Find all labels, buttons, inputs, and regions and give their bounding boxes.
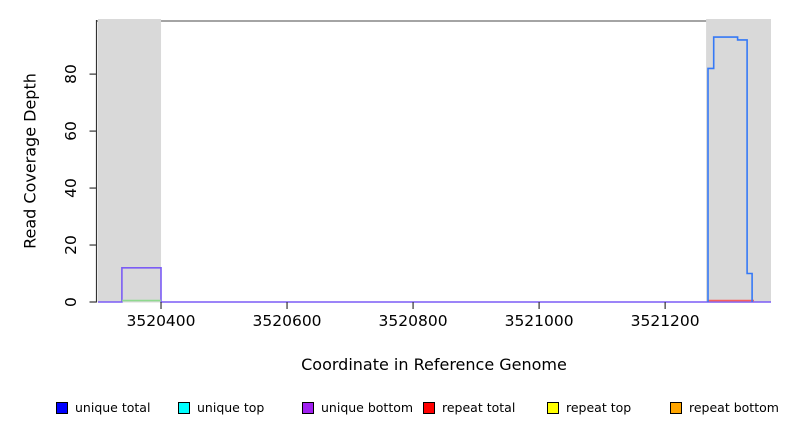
x-tick-label: 3520400 (126, 312, 196, 330)
legend-swatch-unique-total (56, 402, 68, 414)
legend-swatch-repeat-total (423, 402, 435, 414)
y-tick-label: 20 (62, 235, 80, 255)
highlight-region-1 (98, 19, 162, 303)
x-axis-title: Coordinate in Reference Genome (301, 355, 567, 374)
y-tick-label: 40 (62, 178, 80, 198)
legend-label-unique-top: unique top (197, 400, 265, 415)
y-tick-label: 0 (62, 297, 80, 307)
legend-swatch-repeat-top (547, 402, 559, 414)
y-tick-label: 60 (62, 121, 80, 141)
legend-label-unique-total: unique total (75, 400, 151, 415)
legend-label-repeat-bottom: repeat bottom (689, 400, 779, 415)
legend-label-repeat-top: repeat top (566, 400, 632, 415)
x-tick-label: 3520600 (252, 312, 322, 330)
x-tick-label: 3520800 (378, 312, 448, 330)
y-tick-label: 80 (62, 64, 80, 84)
legend-label-repeat-total: repeat total (442, 400, 516, 415)
legend-swatch-unique-bottom (302, 402, 314, 414)
legend-swatch-repeat-bottom (670, 402, 682, 414)
series-unique-total (707, 36, 753, 302)
x-tick-label: 3521000 (504, 312, 574, 330)
x-tick-label: 3521200 (630, 312, 700, 330)
series-unique-bottom (98, 266, 771, 303)
highlight-region-2 (706, 19, 771, 303)
y-axis-title: Read Coverage Depth (20, 73, 40, 249)
legend-label-unique-bottom: unique bottom (321, 400, 414, 415)
legend-swatch-unique-top (178, 402, 190, 414)
